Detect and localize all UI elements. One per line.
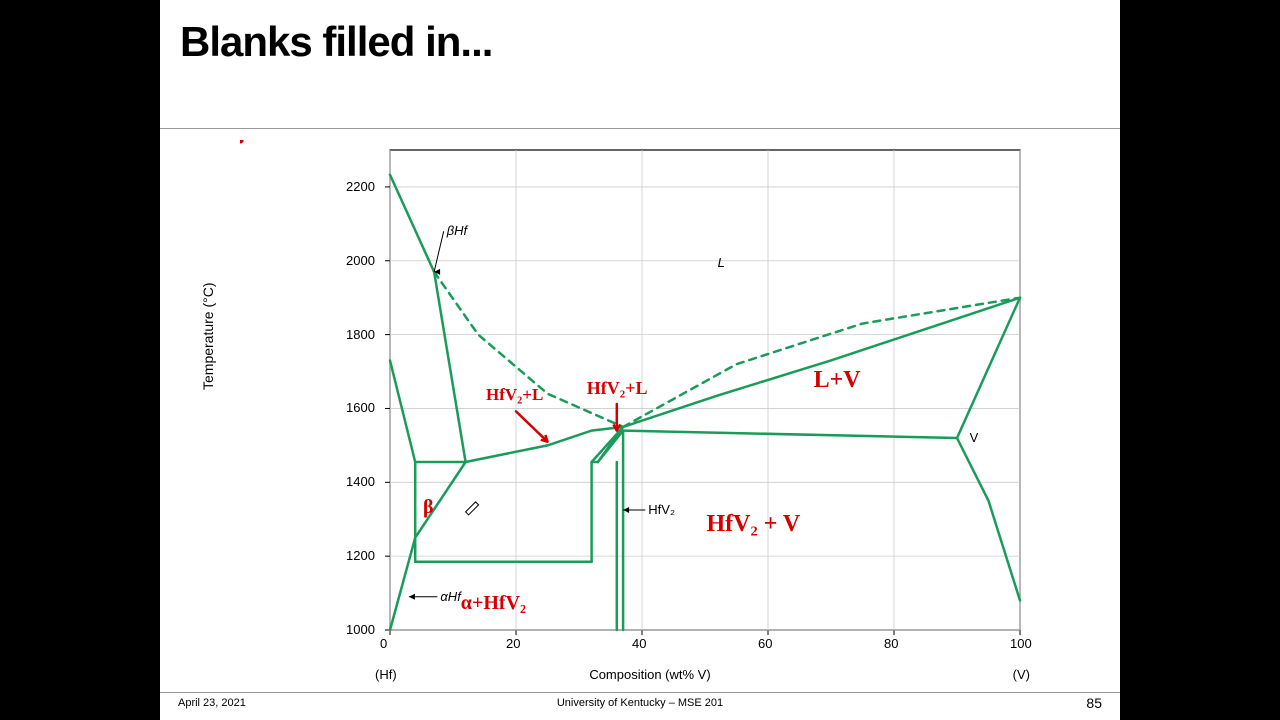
title-rule xyxy=(160,128,1120,129)
x-tick: 80 xyxy=(884,636,898,651)
handwritten-label: α+HfV₂ xyxy=(461,592,526,615)
phase-label: βHf xyxy=(447,223,467,238)
y-tick: 1200 xyxy=(346,548,375,563)
handwritten-label: β xyxy=(423,496,434,519)
footer: April 23, 2021 University of Kentucky – … xyxy=(160,692,1120,716)
y-axis-label: Temperature (°C) xyxy=(200,282,216,390)
slide-title: Blanks filled in... xyxy=(180,18,492,66)
x-tick: 40 xyxy=(632,636,646,651)
phase-label: αHf xyxy=(440,589,460,604)
phase-label: HfV₂ xyxy=(648,502,675,517)
handwritten-label: HfV₂ + V xyxy=(707,511,801,538)
y-tick: 1400 xyxy=(346,474,375,489)
handwritten-label: HfV₂+L xyxy=(486,385,543,405)
phase-label: L xyxy=(718,255,725,270)
x-tick: 60 xyxy=(758,636,772,651)
footer-course: University of Kentucky – MSE 201 xyxy=(160,697,1120,709)
footer-page: 85 xyxy=(1086,695,1102,711)
y-tick: 1600 xyxy=(346,400,375,415)
y-tick: 1000 xyxy=(346,622,375,637)
x-tick: 20 xyxy=(506,636,520,651)
x-end-right: (V) xyxy=(1013,667,1030,682)
x-tick: 100 xyxy=(1010,636,1032,651)
x-end-left: (Hf) xyxy=(375,667,397,682)
phase-label: V xyxy=(970,430,979,445)
y-tick: 2000 xyxy=(346,253,375,268)
phase-diagram: Temperature (°C) Composition (wt% V) (Hf… xyxy=(240,140,1060,680)
handwritten-label: HfV₂+L xyxy=(587,378,648,399)
slide: Blanks filled in... Temperature (°C) Com… xyxy=(160,0,1120,720)
handwritten-label: L+V xyxy=(814,367,861,394)
y-tick: 2200 xyxy=(346,179,375,194)
y-tick: 1800 xyxy=(346,327,375,342)
x-tick: 0 xyxy=(380,636,387,651)
x-axis-label: Composition (wt% V) xyxy=(240,667,1060,682)
